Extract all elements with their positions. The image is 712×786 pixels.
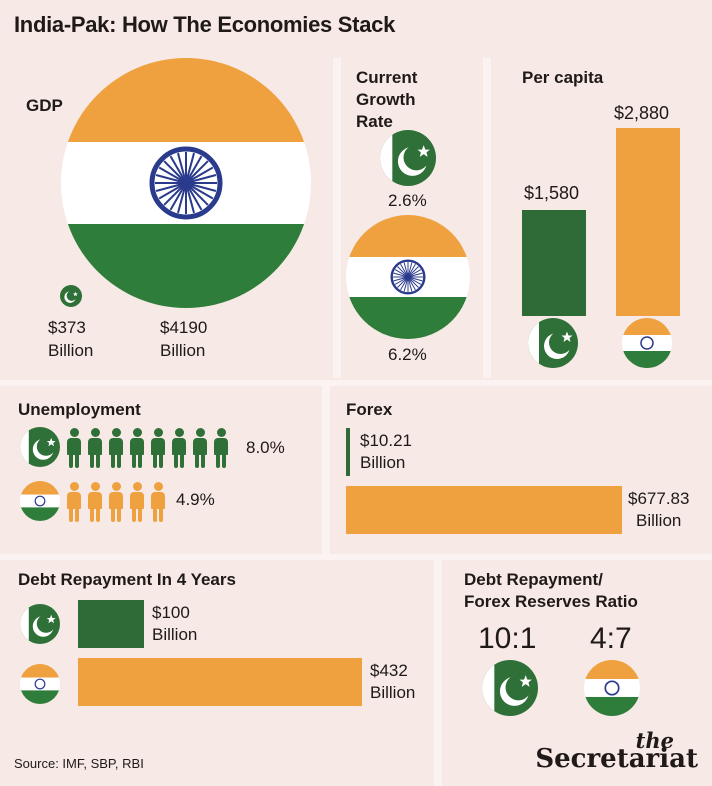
divider-vertical-top-left (333, 58, 341, 378)
india-flag-icon (20, 481, 60, 521)
forex-label: Forex (346, 400, 393, 419)
india-flag-icon (61, 58, 311, 308)
person-icon (171, 428, 187, 468)
forex-pakistan-bar (346, 428, 350, 476)
unemployment-india-people (66, 481, 186, 523)
person-icon (66, 428, 82, 468)
person-icon (129, 428, 145, 468)
divider-horizontal-middle (0, 554, 712, 560)
pakistan-flag-icon (528, 318, 578, 368)
person-icon (192, 428, 208, 468)
gdp-india-unit: Billion (160, 341, 206, 360)
gdp-label: GDP (26, 96, 63, 115)
unemployment-india-value: 4.9% (176, 490, 215, 509)
forex-india-unit: Billion (636, 511, 682, 530)
pakistan-flag-icon (20, 604, 60, 644)
india-flag-icon (584, 660, 640, 716)
debt-pakistan-bar (78, 600, 144, 648)
per-capita-india-bar (616, 128, 680, 316)
person-icon (129, 482, 145, 522)
debt-india-unit: Billion (370, 683, 416, 702)
person-icon (150, 482, 166, 522)
unemployment-label: Unemployment (18, 400, 141, 419)
debt-pakistan-value: $100 (152, 603, 190, 622)
forex-india-bar (346, 486, 622, 534)
per-capita-label: Per capita (522, 68, 604, 87)
unemployment-pakistan-value: 8.0% (246, 438, 285, 457)
brand-logo: Secretariat (535, 744, 698, 774)
ashoka-chakra (390, 259, 426, 295)
gdp-pakistan-value: $373 (48, 318, 86, 337)
ratio-label-line1: Debt Repayment/ (464, 570, 603, 589)
india-flag-icon (346, 215, 470, 339)
brand-logo-the: the (635, 728, 674, 753)
pakistan-flag-icon (482, 660, 538, 716)
debt-india-value: $432 (370, 661, 408, 680)
person-icon (150, 428, 166, 468)
ratio-pakistan-value: 10:1 (478, 622, 537, 655)
forex-india-value: $677.83 (628, 489, 690, 508)
source-note: Source: IMF, SBP, RBI (14, 756, 144, 771)
growth-pakistan-value: 2.6% (388, 191, 427, 210)
ashoka-chakra (149, 146, 223, 220)
page-title: India-Pak: How The Economies Stack (14, 12, 396, 37)
debt-label: Debt Repayment In 4 Years (18, 570, 236, 589)
forex-pakistan-value: $10.21 (360, 431, 412, 450)
growth-label-line1: Current (356, 68, 418, 87)
growth-label-line2: Growth (356, 90, 416, 109)
india-flag-icon (622, 318, 672, 368)
india-flag-icon (20, 664, 60, 704)
debt-india-bar (78, 658, 362, 706)
ratio-india-value: 4:7 (590, 622, 632, 655)
person-icon (87, 482, 103, 522)
divider-vertical-middle (322, 386, 330, 554)
forex-pakistan-unit: Billion (360, 453, 406, 472)
gdp-india-value: $4190 (160, 318, 208, 337)
divider-vertical-bottom (434, 560, 442, 786)
growth-india-value: 6.2% (388, 345, 427, 364)
ratio-label-line2: Forex Reserves Ratio (464, 592, 638, 611)
per-capita-pakistan-value: $1,580 (524, 183, 580, 203)
pakistan-flag-icon (60, 285, 82, 307)
divider-vertical-top-right (483, 58, 491, 378)
person-icon (87, 428, 103, 468)
pakistan-flag-icon (380, 130, 436, 186)
divider-horizontal-top (0, 380, 712, 386)
per-capita-pakistan-bar (522, 210, 586, 316)
debt-pakistan-unit: Billion (152, 625, 198, 644)
gdp-pakistan-unit: Billion (48, 341, 94, 360)
growth-label-line3: Rate (356, 112, 393, 131)
per-capita-india-value: $2,880 (614, 103, 670, 123)
unemployment-pakistan-people (66, 427, 246, 469)
person-icon (66, 482, 82, 522)
person-icon (108, 428, 124, 468)
person-icon (108, 482, 124, 522)
pakistan-flag-icon (20, 427, 60, 467)
person-icon (213, 428, 229, 468)
